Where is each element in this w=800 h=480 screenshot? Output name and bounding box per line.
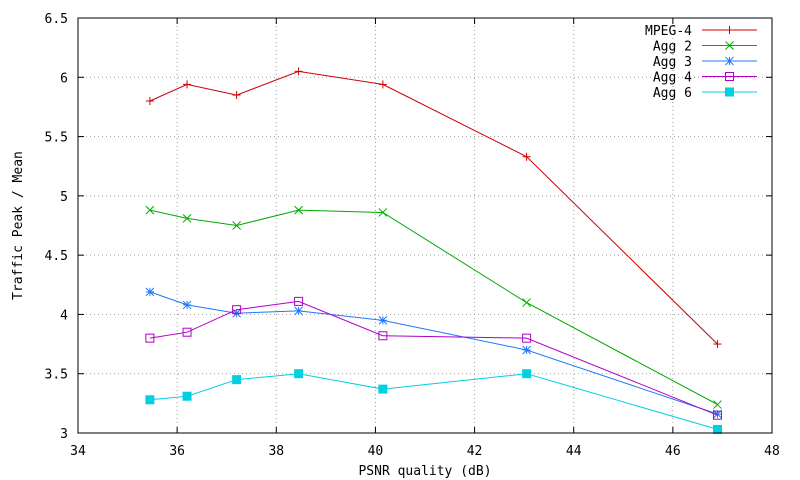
y-tick-label: 6.5: [45, 12, 68, 27]
data-point-agg-4: [712, 410, 722, 420]
legend-entry-agg-3: Agg 3: [653, 55, 757, 70]
legend-label: Agg 2: [653, 40, 692, 55]
axes: 34 36 38 40 42 44 46 48 3 3.5 4 4.5 5 5.5 6 6.5: [45, 12, 780, 459]
data-point-mpeg-4: [522, 152, 531, 161]
data-point-agg-3: [182, 300, 192, 310]
star-marker-b: [294, 306, 303, 316]
x-marker-b: [294, 205, 303, 215]
legend-marker: [725, 87, 734, 97]
data-point-agg-2: [713, 400, 722, 409]
legend-marker: [725, 26, 734, 34]
plot-frame: [77, 17, 773, 434]
x-marker-b: [378, 208, 388, 217]
x-tick-label: 34: [70, 444, 86, 459]
x-tick-label: 44: [566, 444, 582, 459]
legend-label: Agg 6: [653, 86, 692, 101]
data-point-agg-4: [232, 305, 242, 315]
x-tick-label: 48: [764, 444, 780, 459]
x-marker-b: [232, 221, 241, 230]
x-marker-b: [725, 41, 734, 50]
data-point-mpeg-4: [183, 80, 192, 89]
x-tick-label: 46: [665, 444, 681, 459]
x-tick-label: 42: [467, 444, 483, 459]
data-point-agg-3: [294, 306, 303, 316]
series-agg-2: [145, 205, 722, 409]
series-line-mpeg-4: [149, 70, 718, 345]
y-tick-label: 4.5: [45, 249, 68, 264]
data-point-agg-6: [712, 424, 722, 434]
data-point-agg-6: [294, 369, 304, 379]
legend-entry-agg-4: Agg 4: [653, 71, 757, 86]
series-layer: [145, 67, 722, 434]
x-marker-b: [145, 205, 155, 215]
legend-marker: [725, 72, 734, 81]
data-point-agg-4: [294, 296, 304, 306]
legend-entry-agg-2: Agg 2: [653, 40, 757, 55]
data-point-mpeg-4: [294, 67, 303, 76]
star-marker-b: [522, 345, 531, 355]
y-tick-label: 4: [60, 308, 68, 323]
y-tick-label: 5.5: [45, 131, 68, 146]
data-point-agg-6: [378, 384, 388, 394]
data-point-agg-2: [522, 298, 531, 307]
star-marker-b: [725, 56, 734, 66]
x-tick-label: 38: [268, 444, 284, 459]
y-axis-title: Traffic Peak / Mean: [11, 151, 26, 300]
data-point-agg-2: [294, 205, 303, 215]
x-tick-label: 40: [368, 444, 384, 459]
data-point-agg-6: [182, 391, 192, 401]
data-point-mpeg-4: [378, 80, 387, 89]
data-point-agg-6: [145, 395, 155, 405]
data-point-agg-2: [232, 221, 241, 230]
series-agg-6: [145, 369, 722, 434]
x-marker-b: [713, 400, 722, 409]
x-axis-title: PSNR quality (dB): [358, 464, 491, 479]
x-tick-label: 36: [169, 444, 185, 459]
legend-label: MPEG-4: [645, 24, 692, 39]
data-point-mpeg-4: [713, 340, 722, 349]
star-marker-b: [145, 287, 155, 297]
data-point-agg-2: [182, 214, 192, 223]
data-point-agg-3: [145, 287, 155, 297]
data-point-agg-6: [232, 375, 242, 385]
data-point-agg-3: [522, 345, 531, 355]
series-agg-4: [145, 296, 722, 420]
data-point-agg-3: [378, 316, 388, 325]
y-tick-label: 6: [60, 71, 68, 86]
data-point-agg-4: [182, 327, 192, 337]
legend-marker: [725, 41, 734, 50]
data-point-mpeg-4: [232, 91, 241, 100]
legend-entry-mpeg-4: MPEG-4: [645, 24, 757, 39]
star-marker-b: [182, 300, 192, 310]
star-marker-b: [378, 316, 388, 325]
legend-marker: [725, 56, 734, 66]
series-mpeg-4: [145, 67, 722, 349]
data-point-agg-4: [522, 333, 532, 343]
y-tick-label: 5: [60, 190, 68, 205]
legend-label: Agg 3: [653, 55, 692, 70]
legend-label: Agg 4: [653, 71, 692, 86]
legend-entry-agg-6: Agg 6: [653, 86, 757, 101]
data-point-agg-4: [145, 333, 155, 343]
series-line-agg-4: [149, 300, 718, 416]
y-tick-label: 3.5: [45, 368, 68, 383]
x-marker-b: [522, 298, 531, 307]
x-marker-b: [182, 214, 192, 223]
data-point-agg-2: [145, 205, 155, 215]
data-point-agg-2: [378, 208, 388, 217]
data-point-agg-4: [378, 331, 388, 341]
data-point-mpeg-4: [145, 97, 154, 105]
series-agg-3: [145, 287, 722, 419]
y-tick-label: 3: [60, 427, 68, 442]
data-point-agg-6: [522, 369, 532, 379]
